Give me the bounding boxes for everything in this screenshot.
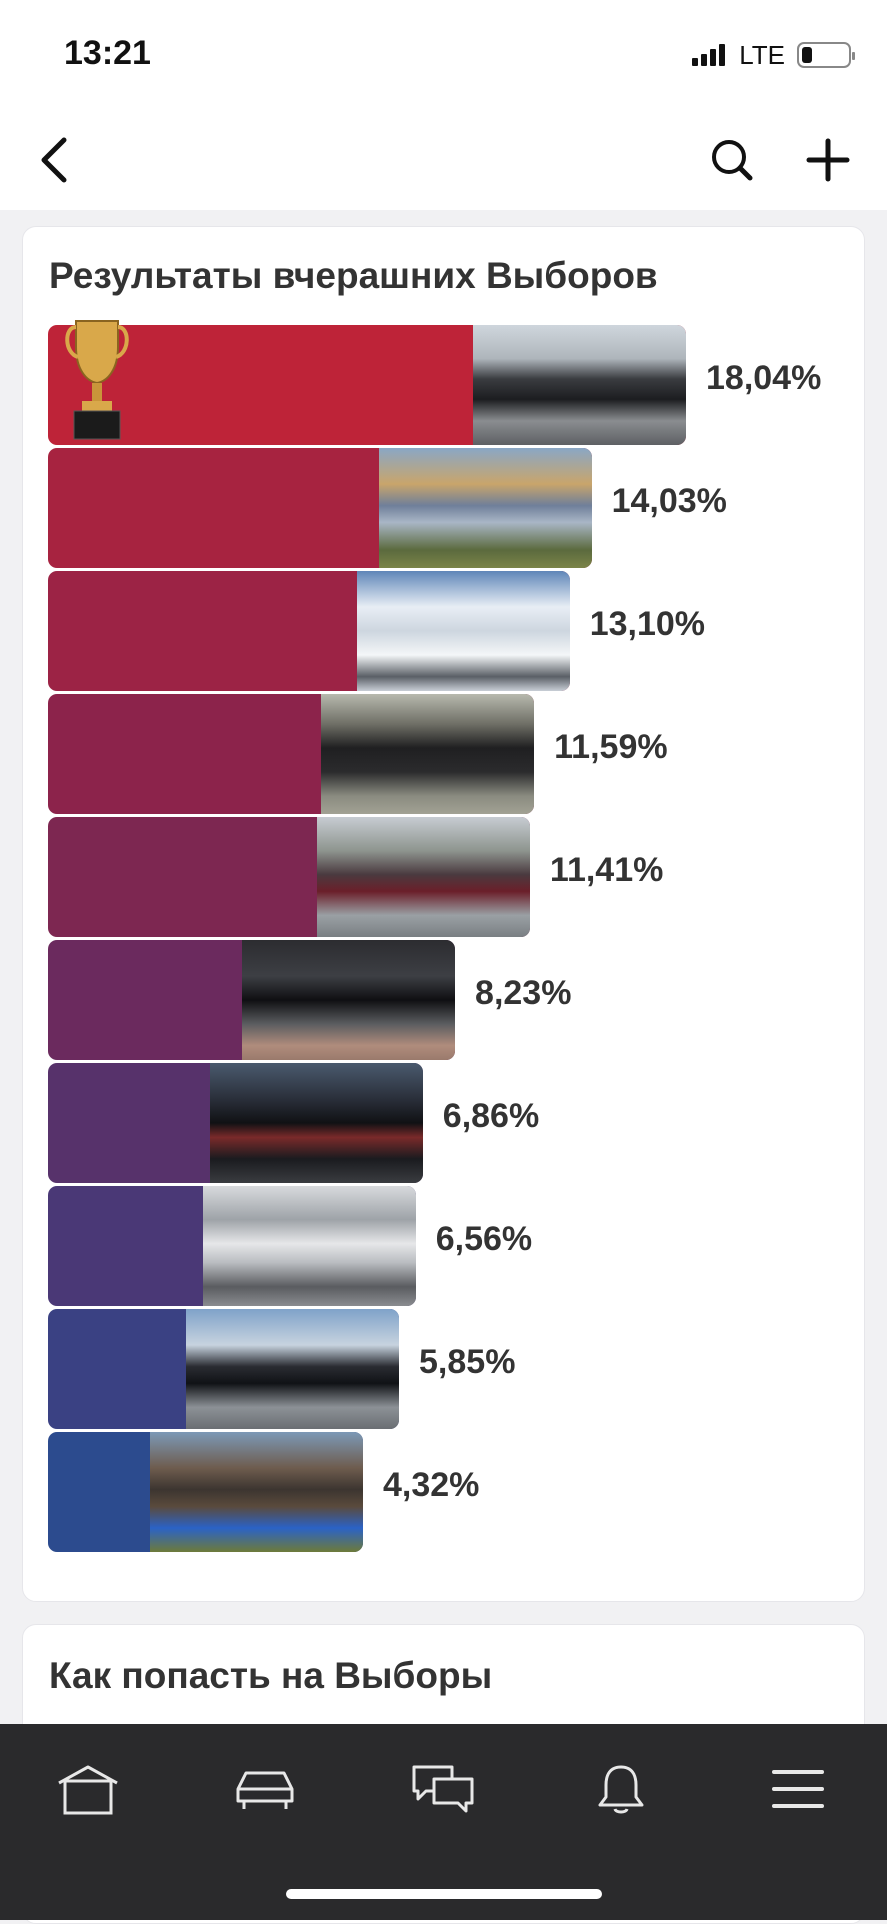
tab-messages[interactable]: [403, 1754, 483, 1824]
nav-bar: [0, 110, 887, 210]
result-bar[interactable]: [48, 1309, 400, 1429]
result-percent: 4,32%: [383, 1466, 480, 1504]
car-photo[interactable]: [202, 1186, 416, 1306]
result-bar[interactable]: [48, 940, 456, 1060]
result-percent: 8,23%: [475, 974, 572, 1012]
result-row[interactable]: 4,32%: [48, 1432, 533, 1552]
menu-icon: [772, 1770, 824, 1808]
results-title: Результаты вчерашних Выборов: [49, 255, 658, 296]
tab-home[interactable]: [48, 1754, 128, 1824]
result-bar[interactable]: [48, 694, 535, 814]
car-icon: [236, 1771, 294, 1809]
trophy-icon: [65, 320, 129, 440]
chat-icon: [412, 1765, 474, 1813]
result-bar[interactable]: [48, 325, 686, 445]
result-row[interactable]: 6,56%: [48, 1186, 586, 1306]
car-photo[interactable]: [473, 325, 686, 445]
car-photo[interactable]: [316, 817, 530, 937]
result-percent: 13,10%: [589, 605, 706, 643]
chevron-left-icon: [41, 137, 67, 183]
car-photo[interactable]: [150, 1432, 363, 1552]
result-bar[interactable]: [48, 448, 592, 568]
result-bar[interactable]: [48, 817, 530, 937]
bell-icon: [598, 1765, 644, 1814]
search-button[interactable]: [702, 130, 762, 190]
car-photo[interactable]: [209, 1063, 423, 1183]
plus-icon: [806, 138, 850, 182]
result-bar[interactable]: [48, 571, 570, 691]
tab-menu[interactable]: [758, 1754, 838, 1824]
battery-icon: [797, 42, 855, 68]
back-button[interactable]: [24, 130, 84, 190]
result-row[interactable]: 5,85%: [48, 1309, 569, 1429]
result-percent: 5,85%: [419, 1343, 516, 1381]
result-row[interactable]: 6,86%: [48, 1063, 593, 1183]
search-icon: [712, 140, 753, 181]
results-card: Результаты вчерашних Выборов 18,04% 14,03…: [22, 226, 865, 1602]
result-percent: 6,56%: [435, 1220, 533, 1258]
result-percent: 11,59%: [554, 728, 668, 766]
result-percent: 18,04%: [706, 359, 822, 397]
home-indicator: [286, 1889, 602, 1899]
add-button[interactable]: [798, 130, 858, 190]
result-row[interactable]: 11,59%: [48, 694, 704, 814]
tab-garage[interactable]: [225, 1754, 305, 1824]
result-bar[interactable]: [48, 1432, 363, 1552]
result-row[interactable]: 13,10%: [48, 571, 740, 691]
network-label: LTE: [739, 39, 785, 70]
car-photo[interactable]: [321, 694, 535, 814]
how-to-join-title: Как попасть на Выборы: [49, 1655, 493, 1696]
result-row[interactable]: 8,23%: [48, 940, 625, 1060]
result-row[interactable]: 14,03%: [48, 448, 762, 568]
status-time: 13:21: [64, 34, 151, 72]
car-photo[interactable]: [356, 571, 570, 691]
tab-bar: [0, 1724, 887, 1920]
result-bar[interactable]: [48, 1063, 423, 1183]
signal-icon: [692, 44, 726, 66]
result-percent: 14,03%: [611, 482, 727, 520]
result-percent: 6,86%: [442, 1097, 540, 1135]
result-bar[interactable]: [48, 1186, 416, 1306]
car-photo[interactable]: [186, 1309, 400, 1429]
car-photo[interactable]: [378, 448, 592, 568]
car-photo[interactable]: [242, 940, 456, 1060]
result-row[interactable]: 18,04%: [48, 320, 856, 445]
home-icon: [58, 1765, 118, 1815]
status-bar: 13:21 LTE: [0, 0, 887, 110]
status-indicators: LTE: [692, 39, 855, 70]
result-percent: 11,41%: [549, 851, 664, 889]
tab-notifications[interactable]: [581, 1754, 661, 1824]
result-row[interactable]: 11,41%: [48, 817, 700, 937]
